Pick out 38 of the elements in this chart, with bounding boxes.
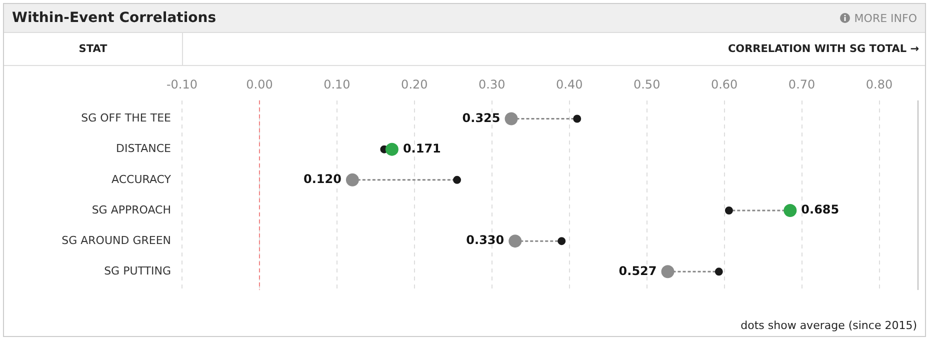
point <box>784 204 797 217</box>
point <box>714 268 723 276</box>
x-tick-label: 0.30 <box>478 77 506 92</box>
data-label: 0.527 <box>618 264 657 278</box>
y-tick-label: SG AROUND GREEN <box>62 234 171 247</box>
y-tick-label: ACCURACY <box>112 172 172 186</box>
data-label: 0.171 <box>402 141 441 156</box>
data-label: 0.685 <box>801 202 840 217</box>
x-axis-title: CORRELATION WITH SG TOTAL → <box>726 42 920 57</box>
point <box>573 114 582 123</box>
x-tick-label: 0.10 <box>324 77 350 92</box>
x-tick-label: 0.80 <box>866 77 893 92</box>
text: dots show average (since 2015) <box>740 319 917 332</box>
point <box>504 112 518 126</box>
x-tick-label: -0.10 <box>166 77 198 92</box>
data-label: 0.330 <box>466 233 504 248</box>
y-tick-label: SG OFF THE TEE <box>81 112 172 125</box>
point <box>385 142 398 156</box>
point <box>453 176 462 184</box>
point <box>558 237 566 246</box>
x-tick-label: 0.50 <box>633 77 660 92</box>
chart-title: Within-Event Correlations <box>12 10 216 26</box>
point <box>661 265 674 278</box>
text: MORE INFO <box>854 12 917 24</box>
y-tick-label: SG PUTTING <box>104 264 171 278</box>
data-label: 0.325 <box>462 110 500 125</box>
point <box>346 173 359 186</box>
x-tick-label: 0.20 <box>401 77 428 92</box>
x-tick-label: 0.70 <box>788 77 816 92</box>
point <box>724 206 733 214</box>
x-tick-label: 0.00 <box>246 77 273 92</box>
x-tick-label: 0.40 <box>556 77 583 92</box>
y-tick-label: SG APPROACH <box>92 203 171 216</box>
data-label: 0.120 <box>303 172 342 186</box>
y-axis-title: STAT <box>4 33 183 65</box>
y-tick-label: DISTANCE <box>116 142 172 156</box>
x-tick-label: 0.60 <box>710 77 738 92</box>
point <box>508 234 522 248</box>
